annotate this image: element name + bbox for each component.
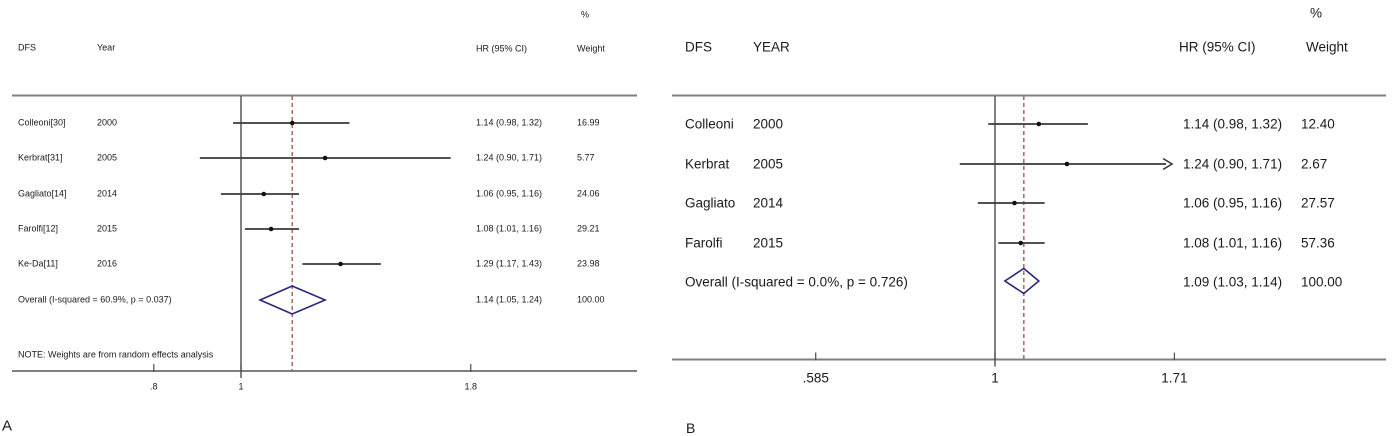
panel-a-col-study: DFS bbox=[18, 42, 36, 53]
point-estimate-marker bbox=[1018, 240, 1024, 246]
point-estimate-marker bbox=[1012, 200, 1017, 206]
weight-value: 5.77 bbox=[577, 152, 595, 163]
hr-ci-value: 1.14 (0.98, 1.32) bbox=[476, 117, 543, 128]
point-estimate-marker bbox=[289, 120, 295, 126]
weight-value: 23.98 bbox=[577, 258, 600, 269]
panel-a-overall-weight: 100.00 bbox=[577, 294, 605, 305]
panel-b-col-study: DFS bbox=[685, 39, 712, 55]
axis-tick-label: .585 bbox=[802, 370, 829, 386]
ci-clipped-arrow bbox=[1162, 157, 1174, 171]
panel-a-col-weight: Weight bbox=[577, 43, 605, 54]
year-label: 2000 bbox=[753, 116, 784, 132]
point-estimate-marker bbox=[322, 155, 328, 161]
study-label: Kerbrat[31] bbox=[18, 152, 63, 163]
year-label: 2015 bbox=[97, 223, 118, 234]
panel-b-tag: B bbox=[686, 420, 696, 436]
overall-diamond bbox=[1003, 267, 1041, 295]
year-label: 2000 bbox=[97, 117, 118, 128]
study-label: Gagliato bbox=[685, 195, 736, 211]
point-estimate-marker bbox=[1036, 121, 1042, 127]
year-label: 2005 bbox=[753, 156, 784, 172]
panel-b-overall-label: Overall (I-squared = 0.0%, p = 0.726) bbox=[685, 274, 908, 290]
panel-b-overall-hr: 1.09 (1.03, 1.14) bbox=[1183, 274, 1283, 290]
study-label: Colleoni bbox=[685, 116, 734, 132]
hr-ci-value: 1.06 (0.95, 1.16) bbox=[476, 188, 543, 199]
point-estimate-marker bbox=[268, 226, 274, 232]
panel-b-col-hr: HR (95% CI) bbox=[1179, 39, 1256, 55]
weight-value: 27.57 bbox=[1301, 195, 1335, 211]
panel-b-col-year: YEAR bbox=[753, 39, 790, 55]
weight-value: 12.40 bbox=[1301, 116, 1335, 132]
hr-ci-value: 1.24 (0.90, 1.71) bbox=[1183, 156, 1283, 172]
study-label: Kerbrat bbox=[685, 156, 730, 172]
study-label: Farolfi bbox=[685, 235, 723, 251]
year-label: 2005 bbox=[97, 152, 118, 163]
year-label: 2015 bbox=[753, 235, 784, 251]
panel-b-col-pct: % bbox=[1310, 5, 1323, 21]
year-label: 2014 bbox=[97, 188, 118, 199]
panel-b-col-weight: Weight bbox=[1306, 39, 1348, 55]
panel-a-col-year: Year bbox=[97, 42, 116, 53]
study-label: Gagliato[14] bbox=[18, 188, 67, 199]
panel-a-tag: A bbox=[2, 417, 13, 435]
weight-value: 29.21 bbox=[577, 223, 600, 234]
year-label: 2016 bbox=[97, 258, 118, 269]
point-estimate-marker bbox=[261, 191, 267, 197]
hr-ci-value: 1.29 (1.17, 1.43) bbox=[476, 258, 543, 269]
panel-a-overall-label: Overall (I-squared = 60.9%, p = 0.037) bbox=[18, 294, 172, 305]
axis-tick-label: 1.71 bbox=[1161, 370, 1188, 386]
hr-ci-value: 1.14 (0.98, 1.32) bbox=[1183, 116, 1283, 132]
study-label: Colleoni[30] bbox=[18, 117, 66, 128]
axis-tick-label: .8 bbox=[150, 381, 158, 392]
point-estimate-marker bbox=[338, 261, 343, 267]
axis-tick-label: 1 bbox=[238, 381, 244, 392]
point-estimate-marker bbox=[1064, 161, 1070, 167]
study-label: Farolfi[12] bbox=[18, 223, 59, 234]
hr-ci-value: 1.06 (0.95, 1.16) bbox=[1183, 195, 1283, 211]
overall-diamond bbox=[258, 285, 328, 315]
weight-value: 24.06 bbox=[577, 188, 600, 199]
hr-ci-value: 1.24 (0.90, 1.71) bbox=[476, 152, 543, 163]
panel-a-col-pct: % bbox=[581, 9, 590, 20]
hr-ci-value: 1.08 (1.01, 1.16) bbox=[476, 223, 543, 234]
weight-value: 16.99 bbox=[577, 117, 600, 128]
panel-a-note: NOTE: Weights are from random effects an… bbox=[18, 349, 214, 360]
panel-b-overall-weight: 100.00 bbox=[1301, 274, 1343, 290]
study-label: Ke-Da[11] bbox=[18, 258, 58, 269]
year-label: 2014 bbox=[753, 195, 784, 211]
panel-a-overall-hr: 1.14 (1.05, 1.24) bbox=[476, 294, 543, 305]
weight-value: 2.67 bbox=[1301, 156, 1328, 172]
axis-tick-label: 1 bbox=[991, 370, 999, 386]
axis-tick-label: 1.8 bbox=[464, 381, 477, 392]
panel-a-col-hr: HR (95% CI) bbox=[476, 43, 528, 54]
weight-value: 57.36 bbox=[1301, 235, 1335, 251]
hr-ci-value: 1.08 (1.01, 1.16) bbox=[1183, 235, 1283, 251]
